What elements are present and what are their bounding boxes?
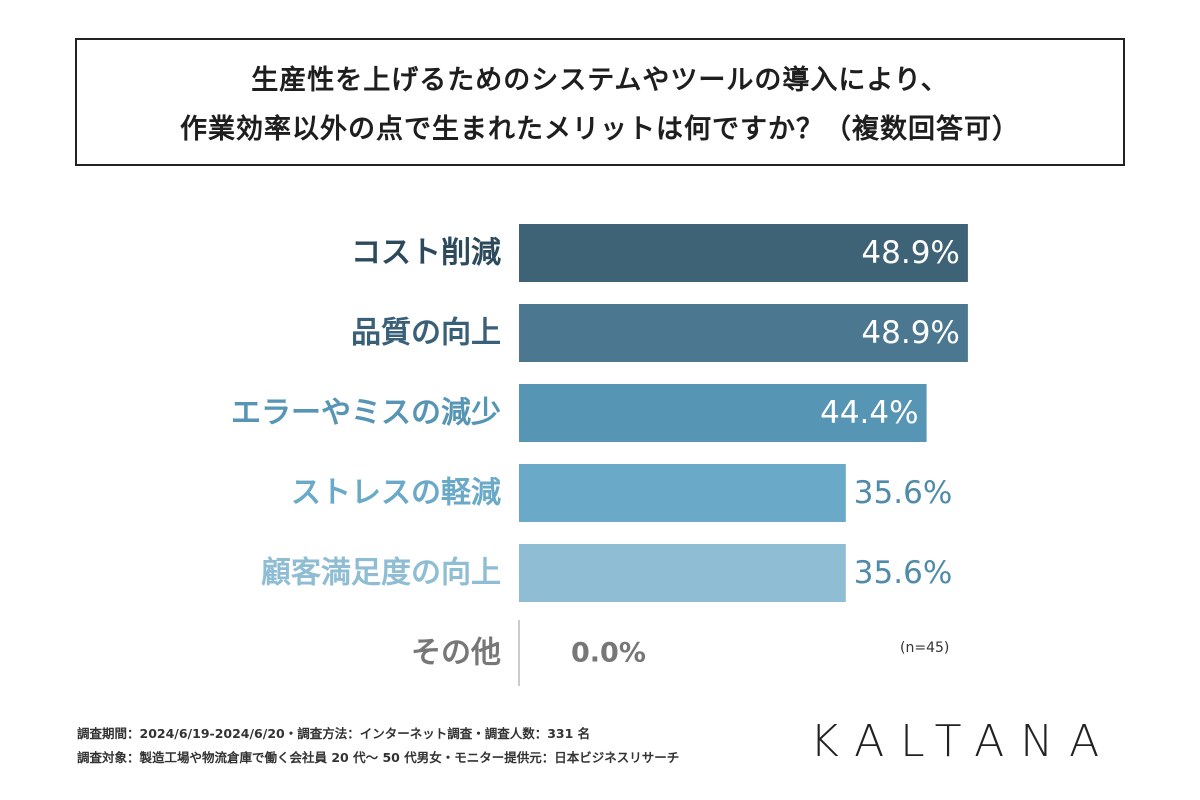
category-label: エラーやミスの減少	[231, 396, 501, 431]
category-label: ストレスの軽減	[291, 476, 501, 511]
value-label: 35.6%	[854, 555, 952, 591]
value-label: 35.6%	[854, 475, 952, 511]
category-label: コスト削減	[351, 236, 501, 271]
category-label: 品質の向上	[351, 316, 501, 351]
value-label: 48.9%	[861, 235, 959, 271]
chart-title-line-1: 生産性を上げるためのシステムやツールの導入により、	[251, 65, 949, 96]
category-label: その他	[411, 636, 501, 671]
survey-footer: 調査期間：2024/6/19-2024/6/20・調査方法：インターネット調査・…	[77, 722, 679, 770]
category-label: 顧客満足度の向上	[261, 556, 501, 591]
value-label: 44.4%	[820, 395, 918, 431]
value-label: 48.9%	[861, 315, 959, 351]
survey-target-line: 調査対象：製造工場や物流倉庫で働く会社員 20 代〜 50 代男女・モニター提供…	[77, 750, 680, 765]
bar	[519, 304, 968, 362]
bar	[519, 384, 927, 442]
bar	[519, 224, 968, 282]
bar	[519, 544, 846, 602]
survey-period-line: 調査期間：2024/6/19-2024/6/20・調査方法：インターネット調査・…	[77, 726, 591, 741]
value-label: 0.0%	[571, 638, 646, 669]
bar	[519, 464, 846, 522]
sample-size-note: (n=45)	[900, 640, 949, 656]
chart-title-box: 生産性を上げるためのシステムやツールの導入により、 作業効率以外の点で生まれたメ…	[75, 38, 1125, 166]
kaltana-logo: KALTANA	[810, 716, 1116, 767]
chart-title-line-2: 作業効率以外の点で生まれたメリットは何ですか？（複数回答可）	[180, 114, 1020, 145]
